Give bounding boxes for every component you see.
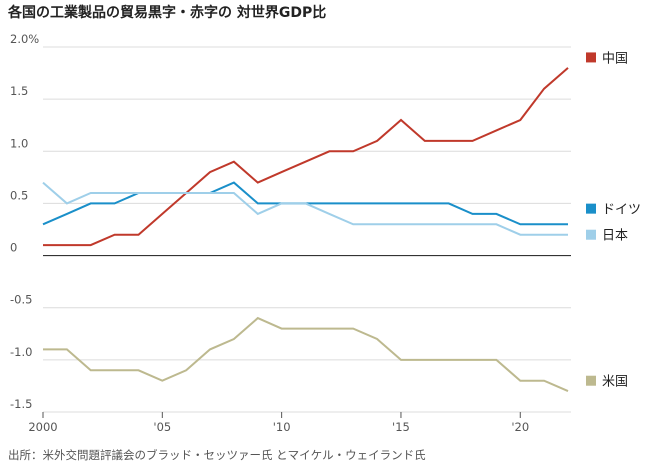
- y-tick-label: 1.0: [10, 136, 28, 150]
- y-tick-label: 0: [10, 241, 17, 255]
- source-note: 出所：米外交問題評議会のブラッド・セッツァー氏 とマイケル・ウェイランド氏: [8, 448, 426, 462]
- legend-label: 米国: [602, 375, 628, 390]
- legend-label: 中国: [602, 51, 628, 66]
- x-axis-tick-labels: 2000 '05 '10 '15 '20: [28, 412, 529, 434]
- legend-swatch: [586, 52, 596, 63]
- legend-swatch: [586, 203, 596, 214]
- x-tick-label: '20: [511, 420, 529, 434]
- y-tick-label: -0.5: [10, 293, 32, 307]
- x-tick-label: 2000: [28, 420, 57, 434]
- chart-title: 各国の工業製品の貿易黒字・赤字の 対世界GDP比: [8, 5, 327, 21]
- x-tick-label: '10: [273, 420, 291, 434]
- y-tick-label: -1.0: [10, 345, 32, 359]
- y-tick-label: 1.5: [10, 84, 28, 98]
- y-tick-label: -1.5: [10, 397, 32, 411]
- y-tick-label: 2.0%: [10, 32, 39, 46]
- y-tick-label: 0.5: [10, 188, 28, 202]
- series-lines: [42, 67, 569, 393]
- x-tick-label: '05: [153, 420, 171, 434]
- series-line: [43, 67, 569, 247]
- legend-label: 日本: [602, 229, 628, 244]
- series-line: [43, 316, 569, 393]
- y-axis-tick-labels: 2.0% 1.5 1.0 0.5 0 -0.5 -1.0 -1.5: [10, 32, 39, 411]
- legend-swatch: [586, 229, 596, 240]
- legend-label: ドイツ: [602, 203, 641, 218]
- grid-lines: [43, 46, 571, 413]
- legend-swatch: [586, 375, 596, 386]
- x-tick-label: '15: [392, 420, 410, 434]
- series-line: [42, 181, 568, 236]
